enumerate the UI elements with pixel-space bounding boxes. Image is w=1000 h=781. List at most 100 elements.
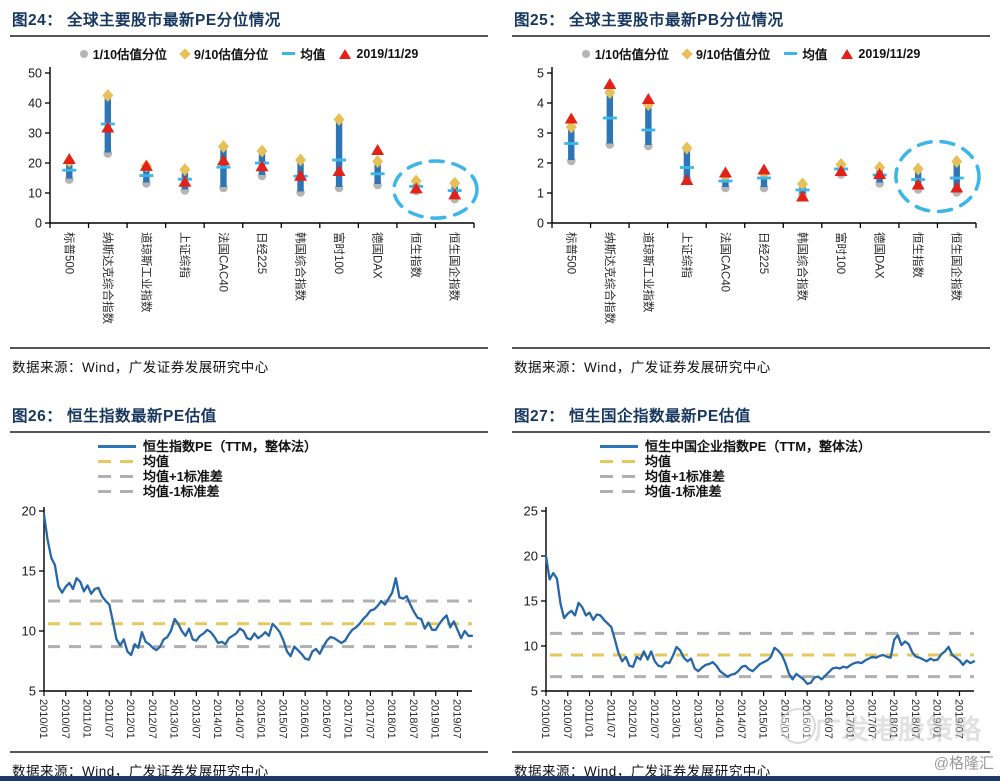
svg-text:2015/07: 2015/07 bbox=[778, 699, 790, 739]
svg-text:2017/07: 2017/07 bbox=[865, 699, 877, 739]
gray-dash-marker-icon bbox=[600, 475, 638, 478]
fig26-chart-canvas: 5 10 15 20 2010/01 2010/07 2011/01 2011/07 2012/… bbox=[10, 499, 488, 749]
svg-text:2019/01: 2019/01 bbox=[429, 699, 441, 739]
svg-text:2018/07: 2018/07 bbox=[909, 699, 921, 739]
svg-text:2013/07: 2013/07 bbox=[189, 699, 201, 739]
svg-text:韩国综合指数: 韩国综合指数 bbox=[294, 232, 308, 301]
legend-label: 1/10估值分位 bbox=[92, 48, 168, 62]
fig25-source: 数据来源：Wind，广发证券发展研究中心 bbox=[512, 347, 990, 376]
svg-text:20: 20 bbox=[524, 549, 538, 564]
svg-text:2016/01: 2016/01 bbox=[298, 699, 310, 739]
svg-text:2016/01: 2016/01 bbox=[800, 699, 812, 739]
svg-text:5: 5 bbox=[531, 684, 538, 699]
svg-text:2010/01: 2010/01 bbox=[539, 699, 551, 739]
fig-line-svg-3: 5 10 15 20 25 2010/01 2010/07 2011/01 2011/07 201… bbox=[524, 504, 976, 739]
svg-text:纳斯达克综合指数: 纳斯达克综合指数 bbox=[603, 232, 617, 324]
svg-text:2012/01: 2012/01 bbox=[626, 699, 638, 739]
fig24-legend: 1/10估值分位 9/10估值分位 均值 2019/11/29 bbox=[10, 37, 488, 63]
red-triangle-marker-icon bbox=[339, 48, 352, 59]
svg-text:15: 15 bbox=[22, 564, 36, 579]
svg-text:韩国综合指数: 韩国综合指数 bbox=[796, 232, 810, 301]
fig26-source: 数据来源：Wind，广发证券发展研究中心 bbox=[10, 751, 488, 780]
legend-label: 均值 bbox=[802, 48, 828, 62]
svg-text:2019/07: 2019/07 bbox=[450, 699, 462, 739]
svg-text:富时100: 富时100 bbox=[834, 232, 848, 274]
svg-text:2010/07: 2010/07 bbox=[561, 699, 573, 739]
svg-text:3: 3 bbox=[537, 127, 544, 141]
fig26-title: 图26： 恒生指数最新PE估值 bbox=[10, 400, 488, 433]
legend-item-mean: 均值 bbox=[784, 44, 827, 63]
svg-text:德国DAX: 德国DAX bbox=[873, 232, 887, 279]
svg-text:日经225: 日经225 bbox=[255, 232, 268, 274]
svg-text:2011/07: 2011/07 bbox=[604, 699, 616, 738]
panel-fig25: 图25： 全球主要股市最新PB分位情况 1/10估值分位 9/10估值分位 均值… bbox=[512, 4, 990, 376]
legend-label: 2019/11/29 bbox=[356, 46, 419, 61]
svg-text:2014/07: 2014/07 bbox=[233, 699, 245, 739]
svg-text:5: 5 bbox=[537, 67, 544, 81]
legend-label: 2019/11/29 bbox=[858, 46, 921, 61]
svg-text:上证综指: 上证综指 bbox=[680, 232, 694, 278]
legend-item-mean: 均值 bbox=[282, 44, 325, 63]
svg-text:50: 50 bbox=[28, 67, 42, 81]
panel-fig24: 图24： 全球主要股市最新PE分位情况 1/10估值分位 9/10估值分位 均值… bbox=[10, 4, 488, 376]
svg-text:2012/07: 2012/07 bbox=[648, 699, 660, 739]
svg-text:2014/01: 2014/01 bbox=[713, 699, 725, 739]
svg-text:2015/07: 2015/07 bbox=[276, 699, 288, 739]
legend-label: 1/10估值分位 bbox=[594, 48, 670, 62]
red-triangle-marker-icon bbox=[841, 48, 854, 59]
svg-text:标普500: 标普500 bbox=[564, 232, 578, 274]
svg-text:5: 5 bbox=[29, 684, 36, 699]
legend-item-minus1std: 均值-1标准差 bbox=[98, 484, 488, 499]
svg-text:2015/01: 2015/01 bbox=[757, 699, 769, 739]
svg-text:纳斯达克综合指数: 纳斯达克综合指数 bbox=[101, 232, 115, 324]
legend-item-current: 2019/11/29 bbox=[841, 47, 920, 61]
cyan-dash-marker-icon bbox=[282, 52, 296, 55]
legend-label: 9/10估值分位 bbox=[194, 48, 269, 62]
gray-dash-marker-icon bbox=[98, 490, 136, 493]
panel-fig26: 图26： 恒生指数最新PE估值 恒生指数PE（TTM，整体法） 均值 均值+1标… bbox=[10, 400, 488, 780]
yellow-dash-marker-icon bbox=[98, 460, 136, 463]
gold-diamond-marker-icon bbox=[179, 47, 191, 60]
svg-text:恒生指数: 恒生指数 bbox=[409, 232, 423, 278]
fig24-chart-canvas: 0 10 20 30 40 50 标普500 纳斯达克综合指数 道琼斯工业指数 上证综指 法国CAC… bbox=[10, 63, 488, 345]
svg-text:2018/07: 2018/07 bbox=[407, 699, 419, 739]
svg-text:2010/01: 2010/01 bbox=[37, 699, 49, 739]
fig-range-svg-1: 0 1 2 3 4 5 标普500 纳斯达克综合指数 道琼斯工业指数 上证综指 法国CAC40 日经2… bbox=[537, 67, 981, 324]
fig27-title: 图27： 恒生国企指数最新PE估值 bbox=[512, 400, 990, 433]
svg-text:法国CAC40: 法国CAC40 bbox=[718, 232, 732, 292]
fig-line-svg-2: 5 10 15 20 2010/01 2010/07 2011/01 2011/07 2012/… bbox=[22, 504, 474, 739]
svg-text:20: 20 bbox=[22, 504, 36, 519]
svg-text:0: 0 bbox=[35, 217, 42, 231]
svg-text:2017/01: 2017/01 bbox=[342, 699, 354, 739]
legend-item-plus1std: 均值+1标准差 bbox=[600, 469, 990, 484]
svg-text:10: 10 bbox=[28, 187, 42, 201]
svg-text:25: 25 bbox=[524, 504, 538, 519]
blue-line-marker-icon bbox=[98, 444, 136, 449]
legend-item-series: 恒生指数PE（TTM，整体法） bbox=[98, 439, 488, 454]
blue-line-marker-icon bbox=[600, 444, 638, 449]
svg-text:2010/07: 2010/07 bbox=[59, 699, 71, 739]
legend-item-mean: 均值 bbox=[600, 454, 990, 469]
svg-text:10: 10 bbox=[22, 624, 36, 639]
svg-text:日经225: 日经225 bbox=[757, 232, 770, 274]
svg-text:2018/01: 2018/01 bbox=[385, 699, 397, 739]
svg-text:2016/07: 2016/07 bbox=[822, 699, 834, 739]
svg-text:2013/01: 2013/01 bbox=[168, 699, 180, 739]
fig-range-svg-0: 0 10 20 30 40 50 标普500 纳斯达克综合指数 道琼斯工业指数 上证综指 法国CAC… bbox=[28, 67, 479, 324]
svg-text:标普500: 标普500 bbox=[62, 232, 76, 274]
legend-item-p90: 9/10估值分位 bbox=[179, 44, 269, 63]
svg-text:2019/01: 2019/01 bbox=[931, 699, 943, 739]
gold-diamond-marker-icon bbox=[681, 47, 693, 60]
legend-item-current: 2019/11/29 bbox=[339, 47, 418, 61]
legend-item-p10: 1/10估值分位 bbox=[581, 44, 670, 63]
cyan-dash-marker-icon bbox=[784, 52, 798, 55]
gray-dash-marker-icon bbox=[98, 475, 136, 478]
fig27-legend: 恒生中国企业指数PE（TTM，整体法） 均值 均值+1标准差 均值-1标准差 bbox=[600, 439, 990, 499]
svg-text:上证综指: 上证综指 bbox=[178, 232, 192, 278]
svg-text:恒生国企指数: 恒生国企指数 bbox=[950, 232, 964, 301]
panel-fig27: 图27： 恒生国企指数最新PE估值 恒生中国企业指数PE（TTM，整体法） 均值… bbox=[512, 400, 990, 780]
svg-text:2016/07: 2016/07 bbox=[320, 699, 332, 739]
legend-item-p90: 9/10估值分位 bbox=[681, 44, 770, 63]
svg-text:2013/01: 2013/01 bbox=[670, 699, 682, 739]
svg-text:2019/07: 2019/07 bbox=[952, 699, 964, 739]
